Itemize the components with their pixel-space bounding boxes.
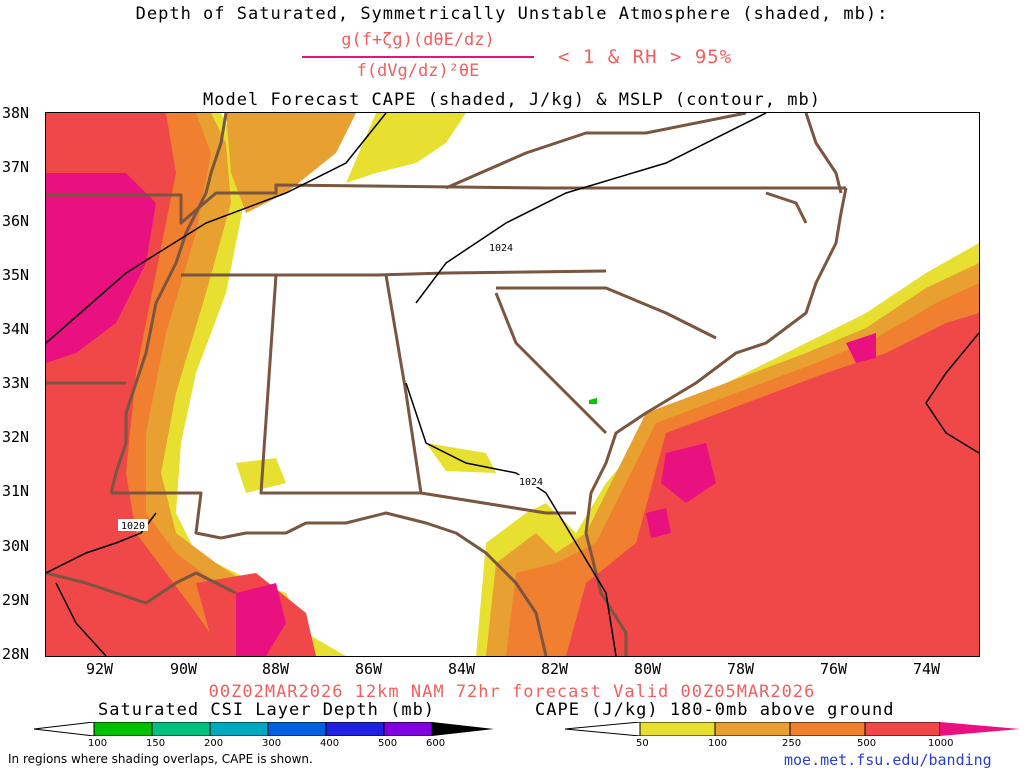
csi-bin-150: [151, 722, 211, 736]
fraction-bar: [302, 56, 534, 58]
cape-bin-under: [565, 722, 641, 736]
lon-label: 82W: [541, 660, 569, 678]
lat-label: 35N: [2, 266, 30, 284]
fraction-denominator: f(dVg/dz)²θE: [356, 61, 480, 81]
lat-label: 33N: [2, 374, 30, 392]
chesapeake: [765, 113, 843, 224]
lon-label: 74W: [913, 660, 941, 678]
lat-label: 32N: [2, 428, 30, 446]
cape-bin-50: [639, 722, 716, 736]
cape-bin-1000: [940, 722, 1020, 736]
lon-label: 80W: [634, 660, 662, 678]
csi-bin-under: [34, 722, 95, 736]
mississippi-river: [109, 113, 228, 494]
ga-fl-line: [420, 491, 576, 515]
csi-bin-500: [383, 722, 433, 736]
cape-tick: 100: [708, 738, 728, 749]
lat-label: 31N: [2, 482, 30, 500]
cape-bin-500: [864, 722, 941, 736]
la-ms-line: [111, 491, 222, 540]
csi-tick: 400: [320, 738, 340, 749]
title-line-3: Model Forecast CAPE (shaded, J/kg) & MSL…: [203, 90, 821, 110]
csi-tick: 100: [88, 738, 108, 749]
cape-colorbar-title: CAPE (J/kg) 180-0mb above ground: [535, 700, 895, 720]
isobar-label-1020: 1020: [121, 521, 145, 532]
csi-bin-400: [325, 722, 385, 736]
run-info: 00Z02MAR2026 12km NAM 72hr forecast Vali…: [208, 682, 816, 702]
cape-1000-west: [46, 173, 156, 363]
isobar-1024-east: [415, 113, 767, 304]
nc-sc-line: [496, 286, 717, 340]
cape-50-northeast-strip: [346, 113, 466, 183]
map-panel: 1024 1024 1020: [45, 112, 980, 657]
lon-label: 88W: [262, 660, 290, 678]
csi-tick: 150: [146, 738, 166, 749]
cape-1000-gulf: [236, 583, 286, 656]
csi-tick: 500: [378, 738, 398, 749]
isobar-label-1024-b: 1024: [519, 477, 543, 488]
cape-colorbar: [565, 722, 1020, 736]
csi-bin-over: [432, 722, 494, 736]
lon-label: 78W: [727, 660, 755, 678]
isobar-label-1024-a: 1024: [489, 243, 513, 254]
lat-label: 30N: [2, 537, 30, 555]
lat-label: 29N: [2, 591, 30, 609]
criterion-text: < 1 & RH > 95%: [558, 46, 733, 68]
isobar-1024-north: [46, 113, 387, 344]
cape-tick: 1000: [928, 738, 954, 749]
cape-shading: [46, 113, 979, 656]
isobar-1020-east: [925, 332, 979, 454]
csi-tick: 600: [426, 738, 446, 749]
csi-tick: 200: [204, 738, 224, 749]
isobar-1020-gulf: [55, 582, 107, 656]
va-lines: [445, 113, 747, 190]
lon-label: 76W: [820, 660, 848, 678]
isobar-labels: 1024 1024 1020: [118, 241, 546, 532]
csi-shading: [589, 398, 597, 404]
ms-al-line: [259, 274, 301, 495]
lon-label: 90W: [170, 660, 198, 678]
lat-label: 28N: [2, 645, 30, 663]
lon-label: 92W: [86, 660, 114, 678]
east-coast: [584, 187, 848, 656]
lat-label: 36N: [2, 212, 30, 230]
lon-label: 86W: [355, 660, 383, 678]
lon-label: 84W: [448, 660, 476, 678]
cape-tick: 500: [857, 738, 877, 749]
gulf-coast: [220, 511, 548, 656]
overlap-note: In regions where shading overlaps, CAPE …: [8, 752, 313, 766]
tn-south-line: [181, 269, 607, 277]
cape-50-spots: [236, 443, 496, 493]
cape-tick: 50: [636, 738, 649, 749]
lat-label: 34N: [2, 320, 30, 338]
cape-bin-100: [714, 722, 791, 736]
lat-label: 38N: [2, 104, 30, 122]
source-url[interactable]: moe.met.fsu.edu/banding: [784, 751, 992, 769]
ga-sc-line: [494, 292, 608, 435]
cape-bin-250: [789, 722, 866, 736]
csi-colorbar-title: Saturated CSI Layer Depth (mb): [98, 700, 436, 720]
csi-tick: 300: [262, 738, 282, 749]
tn-ky-line: [46, 183, 846, 225]
cape-500-atlantic: [566, 313, 979, 656]
csi-bin-100: [93, 722, 153, 736]
title-line-1: Depth of Saturated, Symmetrically Unstab…: [135, 4, 889, 24]
csi-bin-200: [209, 722, 269, 736]
cape-tick: 250: [782, 738, 802, 749]
lat-label: 37N: [2, 158, 30, 176]
csi-colorbar: [34, 722, 494, 736]
fraction-numerator: g(f+ζg)(dθE/dz): [341, 30, 495, 50]
state-borders: [46, 113, 848, 656]
la-coast: [46, 571, 237, 605]
al-ga-line: [301, 274, 423, 495]
cape-100-north: [226, 113, 356, 213]
cape-1000-atlantic: [646, 333, 876, 538]
csi-bin-300: [267, 722, 327, 736]
